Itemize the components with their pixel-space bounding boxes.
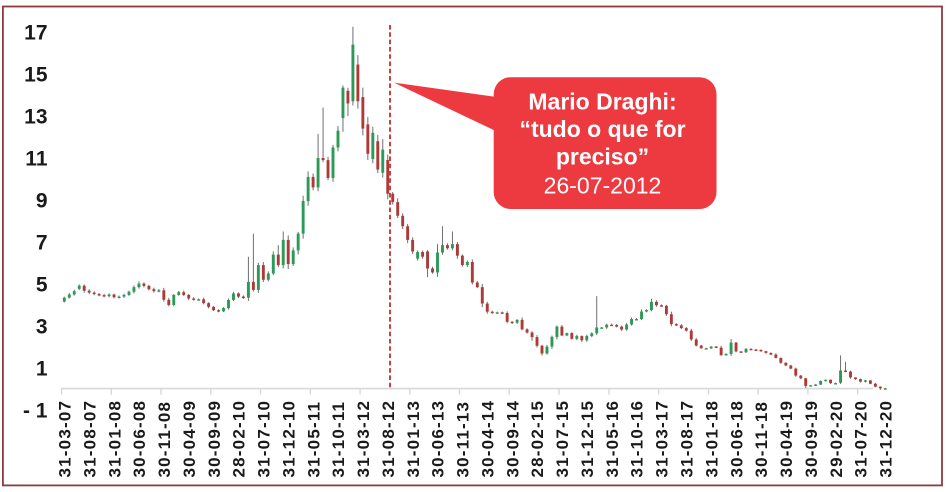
- svg-text:30-11-08: 30-11-08: [155, 401, 174, 478]
- svg-text:9: 9: [36, 189, 48, 212]
- svg-text:“tudo o que for: “tudo o que for: [519, 116, 685, 142]
- svg-text:15: 15: [24, 63, 48, 86]
- svg-text:1: 1: [36, 357, 48, 380]
- svg-text:29-02-20: 29-02-20: [827, 400, 846, 478]
- svg-text:31-03-12: 31-03-12: [354, 400, 373, 478]
- svg-text:31-07-10: 31-07-10: [255, 400, 274, 478]
- svg-text:28-02-15: 28-02-15: [528, 400, 547, 478]
- svg-text:30-11-13: 30-11-13: [454, 401, 473, 478]
- svg-text:30-04-19: 30-04-19: [777, 400, 796, 478]
- svg-text:31-05-16: 31-05-16: [603, 400, 622, 478]
- svg-text:31-07-15: 31-07-15: [553, 400, 572, 478]
- svg-text:31-01-08: 31-01-08: [105, 400, 124, 478]
- svg-text:31-01-18: 31-01-18: [702, 400, 721, 478]
- svg-text:30-06-08: 30-06-08: [130, 400, 149, 478]
- svg-text:31-03-17: 31-03-17: [653, 400, 672, 478]
- svg-text:31-10-11: 31-10-11: [329, 401, 348, 478]
- svg-text:17: 17: [24, 21, 47, 44]
- svg-text:- 1: - 1: [23, 399, 48, 422]
- svg-text:30-04-14: 30-04-14: [479, 400, 498, 478]
- svg-text:26-07-2012: 26-07-2012: [544, 172, 662, 198]
- svg-text:31-08-12: 31-08-12: [379, 400, 398, 478]
- svg-text:31-12-20: 31-12-20: [877, 400, 896, 478]
- svg-text:31-12-15: 31-12-15: [578, 400, 597, 478]
- svg-text:31-08-07: 31-08-07: [80, 400, 99, 478]
- svg-text:30-09-09: 30-09-09: [205, 400, 224, 478]
- svg-text:31-12-10: 31-12-10: [279, 400, 298, 478]
- svg-text:5: 5: [36, 273, 48, 296]
- svg-text:13: 13: [24, 105, 47, 128]
- svg-text:30-06-18: 30-06-18: [727, 400, 746, 478]
- svg-text:7: 7: [36, 231, 48, 254]
- svg-text:preciso”: preciso”: [556, 144, 649, 170]
- svg-text:31-01-13: 31-01-13: [404, 400, 423, 478]
- svg-text:31-05-11: 31-05-11: [304, 401, 323, 478]
- svg-text:31-10-16: 31-10-16: [628, 400, 647, 478]
- svg-text:3: 3: [36, 315, 48, 338]
- svg-text:30-09-14: 30-09-14: [503, 400, 522, 478]
- svg-text:11: 11: [25, 147, 48, 170]
- svg-text:28-02-10: 28-02-10: [230, 400, 249, 478]
- svg-text:30-04-09: 30-04-09: [180, 400, 199, 478]
- svg-text:Mario Draghi:: Mario Draghi:: [528, 89, 676, 115]
- svg-text:30-06-13: 30-06-13: [429, 400, 448, 478]
- svg-text:30-11-18: 30-11-18: [752, 401, 771, 478]
- svg-text:31-03-07: 31-03-07: [56, 400, 75, 478]
- svg-text:31-08-17: 31-08-17: [678, 400, 697, 478]
- svg-text:30-09-19: 30-09-19: [802, 400, 821, 478]
- svg-text:31-07-20: 31-07-20: [852, 400, 871, 478]
